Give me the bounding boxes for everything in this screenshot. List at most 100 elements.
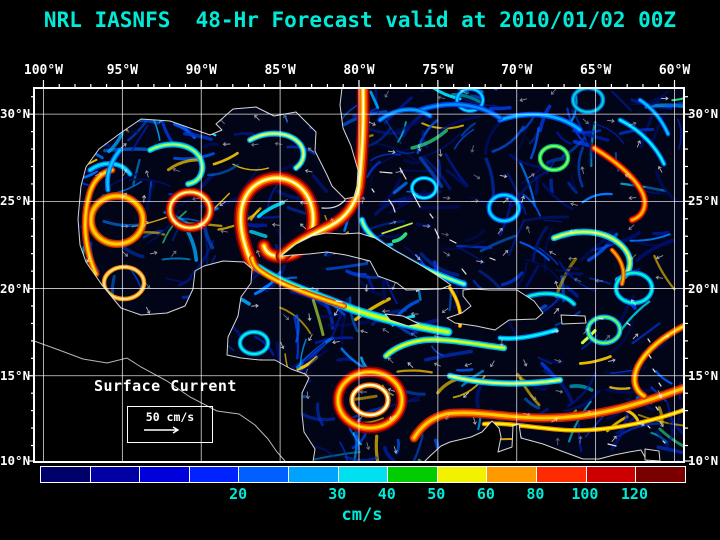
lon-label: 85°W [264, 63, 296, 78]
small-island [399, 167, 407, 180]
feature-streak-atl-1 [498, 113, 582, 132]
colorbar-segment [89, 467, 140, 482]
figure-title: NRL IASNFS 48-Hr Forecast valid at 2010/… [43, 8, 677, 32]
lon-label: 100°W [23, 63, 64, 78]
small-island [652, 368, 656, 373]
colorbar-unit: cm/s [341, 505, 383, 525]
small-island [658, 382, 662, 387]
landmass [423, 420, 649, 462]
small-island [388, 199, 396, 213]
lon-label: 80°W [343, 63, 375, 78]
feature-trench-red [611, 249, 625, 285]
scale-reference-box: 50 cm/s [127, 406, 213, 443]
small-island [647, 425, 651, 429]
lon-label: 60°W [658, 63, 691, 78]
colorbar-segment [188, 467, 239, 482]
colorbar-tick-label: 20 [229, 485, 248, 503]
small-island [655, 406, 659, 411]
colorbar-tick-label: 60 [476, 485, 495, 503]
colorbar-segment [436, 467, 487, 482]
small-island [662, 440, 666, 444]
lat-label-right: 25°N [688, 193, 719, 209]
map-border [33, 87, 685, 463]
lat-label-left: 10°N [0, 453, 31, 468]
landmass [644, 448, 661, 462]
feature-panama-gyre-outer [337, 371, 404, 429]
scale-label: 50 cm/s [145, 410, 195, 424]
feature-eddy-antilles [586, 315, 622, 345]
small-island [607, 443, 617, 447]
colorbar-tick-label: 30 [328, 485, 347, 503]
lat-label-left: 20°N [0, 280, 31, 296]
colorbar-segment [139, 467, 189, 482]
lon-label: 90°W [185, 63, 217, 78]
colorbar-tick-label: 100 [571, 485, 599, 503]
feature-west-gulf-eddy [89, 194, 145, 246]
feature-eddy-atlantic-3 [539, 145, 570, 171]
feature-caribbean-current [412, 386, 684, 440]
feature-mexico-slope-current [84, 168, 114, 276]
lat-label-left: 15°N [0, 367, 31, 383]
feature-eddy-honduras [239, 331, 270, 355]
landmass [560, 314, 587, 325]
colorbar-tick-label: 80 [526, 485, 545, 503]
lat-label-left: 25°N [0, 193, 31, 209]
lat-label-right: 10°N [688, 453, 719, 468]
landmass [280, 232, 452, 291]
small-island [371, 188, 375, 193]
feature-eddy-atlantic-1 [487, 193, 521, 223]
small-island [412, 193, 421, 208]
feature-atl-corner [638, 98, 670, 136]
small-island [379, 171, 393, 174]
small-island [647, 338, 651, 343]
lon-label: 95°W [106, 63, 138, 78]
colorbar-segment [288, 467, 338, 482]
feature-atlantic-red-streak [592, 146, 646, 222]
feature-streak-mona [498, 328, 558, 340]
feature-eddy-bahamas [411, 177, 438, 199]
small-island [489, 257, 496, 261]
feature-hispaniola-south-streak [385, 338, 505, 357]
feature-central-gulf-ring [169, 191, 211, 229]
lon-label: 70°W [501, 63, 533, 78]
lon-label: 75°W [422, 63, 454, 78]
lat-label-right: 30°N [688, 106, 719, 122]
colorbar-segment [536, 467, 586, 482]
colorbar-segment [41, 467, 90, 482]
feature-gulf-swirl-1 [149, 143, 204, 185]
lat-label-right: 20°N [688, 280, 719, 296]
colorbar-segment [387, 467, 437, 482]
feature-texas-shelf [106, 148, 122, 192]
coastline [34, 340, 286, 462]
feature-eddy-atlantic-5 [456, 88, 485, 112]
feature-streak-atl-3 [618, 118, 666, 166]
colorbar-segment [337, 467, 388, 482]
colorbar-tick-label: 50 [427, 485, 446, 503]
landmass [384, 313, 420, 327]
small-island [598, 317, 604, 320]
feature-gulf-swirl-3 [249, 132, 305, 169]
small-island [449, 239, 457, 244]
colorbar-tick-label: 120 [620, 485, 648, 503]
small-island [461, 268, 467, 275]
colorbar-tick-label: 40 [377, 485, 396, 503]
lon-label: 65°W [579, 63, 612, 78]
colorbar-segment [585, 467, 636, 482]
feature-gulf-stream [281, 88, 365, 257]
landmass [446, 288, 544, 331]
small-island [626, 322, 631, 326]
colorbar-segment [238, 467, 289, 482]
colorbar-segment [486, 467, 537, 482]
colorbar-segment [635, 467, 685, 482]
landmass [34, 88, 359, 462]
feature-cayman-jet [251, 257, 345, 307]
feature-streak-carib-mid [449, 375, 561, 385]
scale-arrow-icon [144, 426, 180, 434]
feature-panama-gyre-inner [351, 384, 389, 416]
small-island [434, 228, 440, 239]
small-island [648, 354, 652, 359]
lat-label-right: 15°N [688, 367, 719, 383]
feature-eddy-atlantic-4 [572, 88, 605, 113]
